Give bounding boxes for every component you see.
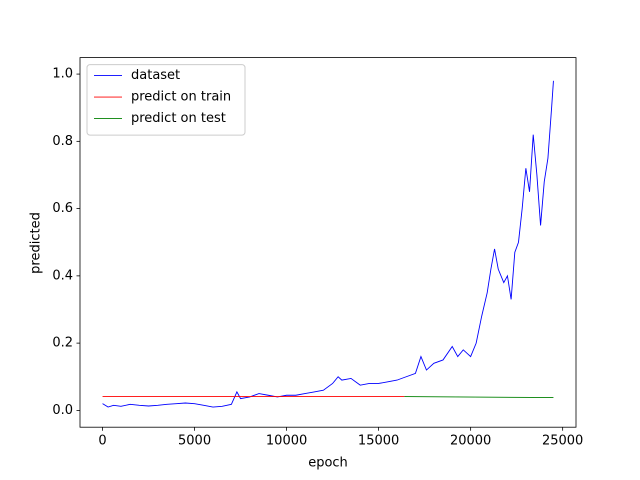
legend: dataset predict on train predict on test bbox=[86, 64, 246, 136]
y-tick-label: 0.0 bbox=[52, 403, 73, 418]
legend-box bbox=[86, 64, 246, 136]
series-line bbox=[102, 80, 554, 408]
x-tick-label: 0 bbox=[98, 434, 106, 449]
legend-label: predict on test bbox=[131, 111, 226, 126]
y-tick-label: 0.4 bbox=[52, 268, 73, 283]
y-axis-label: predicted bbox=[29, 212, 44, 274]
legend-label: dataset bbox=[131, 68, 180, 83]
x-tick-label: 10000 bbox=[266, 434, 307, 449]
y-tick-label: 0.6 bbox=[52, 201, 73, 216]
x-tick-label: 15000 bbox=[358, 434, 399, 449]
y-tick-label: 0.2 bbox=[52, 336, 73, 351]
x-tick-label: 5000 bbox=[178, 434, 211, 449]
plot-frame bbox=[79, 57, 577, 428]
x-tick-label: 20000 bbox=[450, 434, 491, 449]
x-tick-label: 25000 bbox=[542, 434, 583, 449]
series-line bbox=[404, 396, 554, 399]
y-tick-label: 0.8 bbox=[52, 134, 73, 149]
y-tick-label: 1.0 bbox=[52, 67, 73, 82]
legend-label: predict on train bbox=[131, 90, 231, 105]
x-axis-label: epoch bbox=[308, 456, 348, 471]
